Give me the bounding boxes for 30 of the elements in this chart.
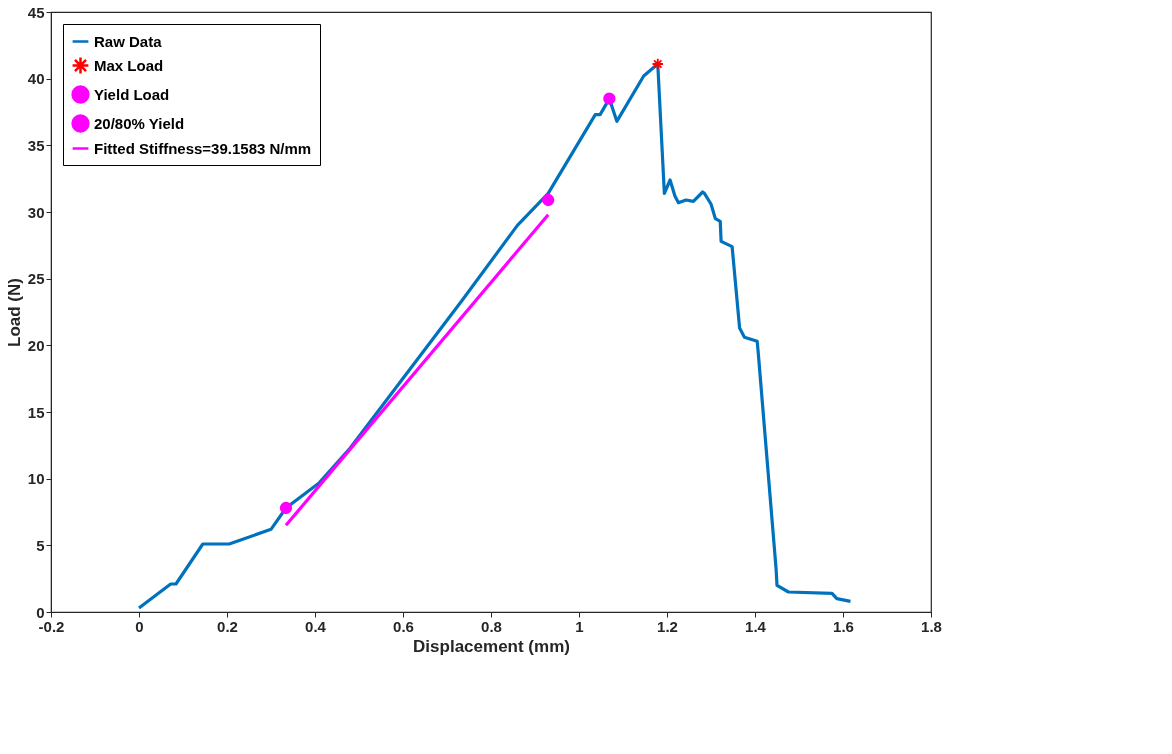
point: [603, 92, 616, 105]
x-tick-label: 0.4: [305, 617, 327, 635]
legend-label: Yield Load: [94, 85, 170, 103]
x-tick-label: 1.2: [657, 617, 678, 635]
point: [279, 501, 293, 515]
y-tick-label: 45: [27, 3, 45, 21]
y-tick-label: 30: [27, 203, 45, 221]
y-tick-label: 40: [27, 70, 45, 88]
legend-label: 20/80% Yield: [94, 114, 185, 132]
x-axis-title: Displacement (mm): [413, 636, 570, 656]
point: [542, 193, 555, 207]
y-tick-label: 25: [27, 270, 45, 288]
y-tick-label: 10: [27, 470, 45, 488]
x-tick-label: 1: [575, 617, 584, 635]
y-tick-label: 35: [27, 136, 45, 154]
y-tick-label: 15: [27, 403, 45, 421]
legend-label: Raw Data: [94, 32, 163, 50]
y-tick-label: 5: [36, 536, 45, 554]
x-tick-label: 0.2: [217, 617, 238, 635]
x-tick-label: 1.6: [833, 617, 854, 635]
x-tick-label: 1.4: [745, 617, 767, 635]
x-tick-label: 0.6: [393, 617, 414, 635]
point: [651, 57, 664, 71]
y-axis-title: Load (N): [4, 278, 24, 347]
x-tick-label: 0.8: [481, 617, 502, 635]
x-tick-label: 0: [135, 617, 144, 635]
x-tick-label: 1.8: [921, 617, 942, 635]
legend-label: Max Load: [94, 56, 164, 74]
legend-label: Fitted Stiffness=39.1583 N/mm: [94, 139, 312, 157]
y-tick-label: 20: [27, 336, 45, 354]
